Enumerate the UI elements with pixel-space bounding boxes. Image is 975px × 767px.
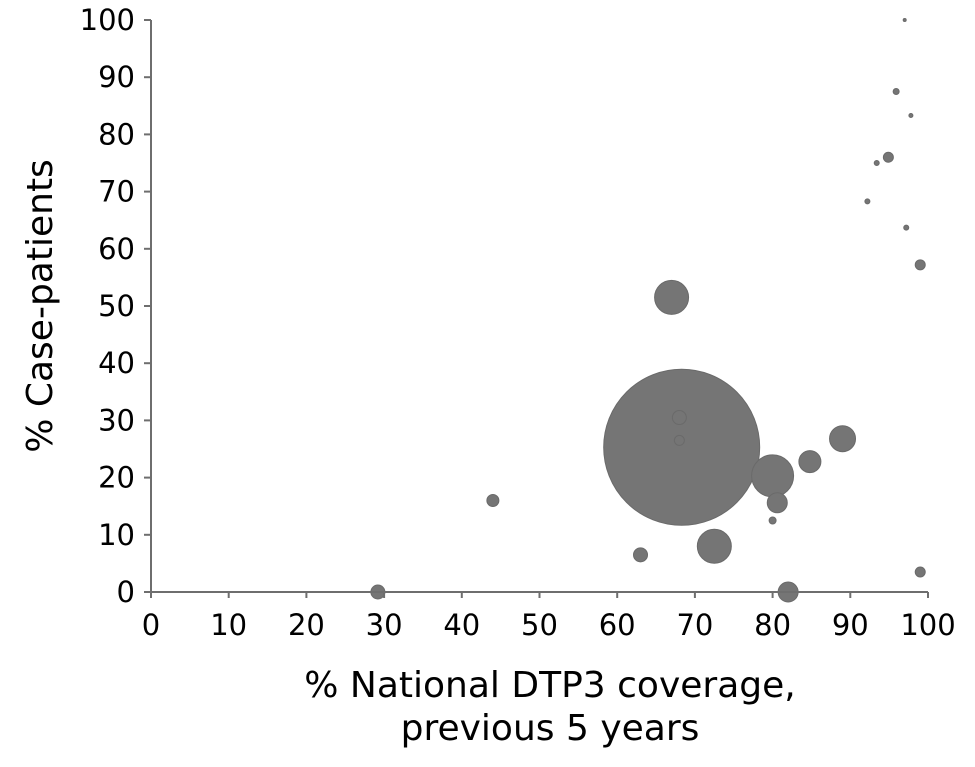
x-tick-label: 50 xyxy=(521,608,558,642)
y-tick-label: 100 xyxy=(80,3,135,37)
y-tick-label: 70 xyxy=(98,175,135,209)
data-bubble xyxy=(751,454,795,498)
data-bubble xyxy=(654,279,690,315)
data-bubble xyxy=(633,547,649,563)
x-axis-title-line-2: previous 5 years xyxy=(401,708,700,749)
data-bubble xyxy=(603,368,761,526)
x-tick-label: 40 xyxy=(443,608,480,642)
data-bubble xyxy=(902,18,907,22)
data-bubble xyxy=(486,493,500,507)
y-tick-label: 60 xyxy=(98,232,135,266)
x-axis-title-line-1: % National DTP3 coverage, xyxy=(304,665,795,706)
data-bubble xyxy=(768,516,777,525)
x-tick-label: 90 xyxy=(832,608,869,642)
y-axis-title: % Case-patients xyxy=(20,159,61,453)
x-tick-label: 60 xyxy=(599,608,636,642)
y-tick-label: 10 xyxy=(98,518,135,552)
data-bubble xyxy=(873,160,880,166)
data-bubble xyxy=(798,450,822,474)
y-tick-label: 20 xyxy=(98,461,135,495)
data-bubble xyxy=(892,88,900,95)
data-bubble xyxy=(903,224,910,231)
x-tick-label: 100 xyxy=(900,608,955,642)
x-tick-label: 20 xyxy=(288,608,325,642)
data-bubble xyxy=(908,113,914,119)
data-bubble xyxy=(829,425,857,453)
y-tick-label: 80 xyxy=(98,117,135,151)
y-tick-label: 90 xyxy=(98,60,135,94)
y-tick-label: 40 xyxy=(98,346,135,380)
data-bubble xyxy=(671,410,687,426)
bubbles-layer xyxy=(370,18,926,603)
ticks-layer: 0 10 20 30 40 50 60 70 80 90 100 0 10 20 30 40 50 60 70 80 9… xyxy=(80,3,956,642)
x-tick-label: 70 xyxy=(676,608,713,642)
x-tick-label: 0 xyxy=(142,608,160,642)
data-bubble xyxy=(696,528,732,564)
y-tick-label: 50 xyxy=(98,289,135,323)
x-tick-label: 30 xyxy=(366,608,403,642)
x-tick-label: 80 xyxy=(754,608,791,642)
data-bubble xyxy=(882,151,894,163)
data-bubble xyxy=(766,492,788,514)
data-bubble xyxy=(914,566,926,578)
data-bubble xyxy=(673,434,685,446)
data-bubble xyxy=(914,259,926,271)
x-tick-label: 10 xyxy=(210,608,247,642)
y-tick-label: 30 xyxy=(98,403,135,437)
y-tick-label: 0 xyxy=(117,575,135,609)
data-bubble xyxy=(864,198,871,205)
